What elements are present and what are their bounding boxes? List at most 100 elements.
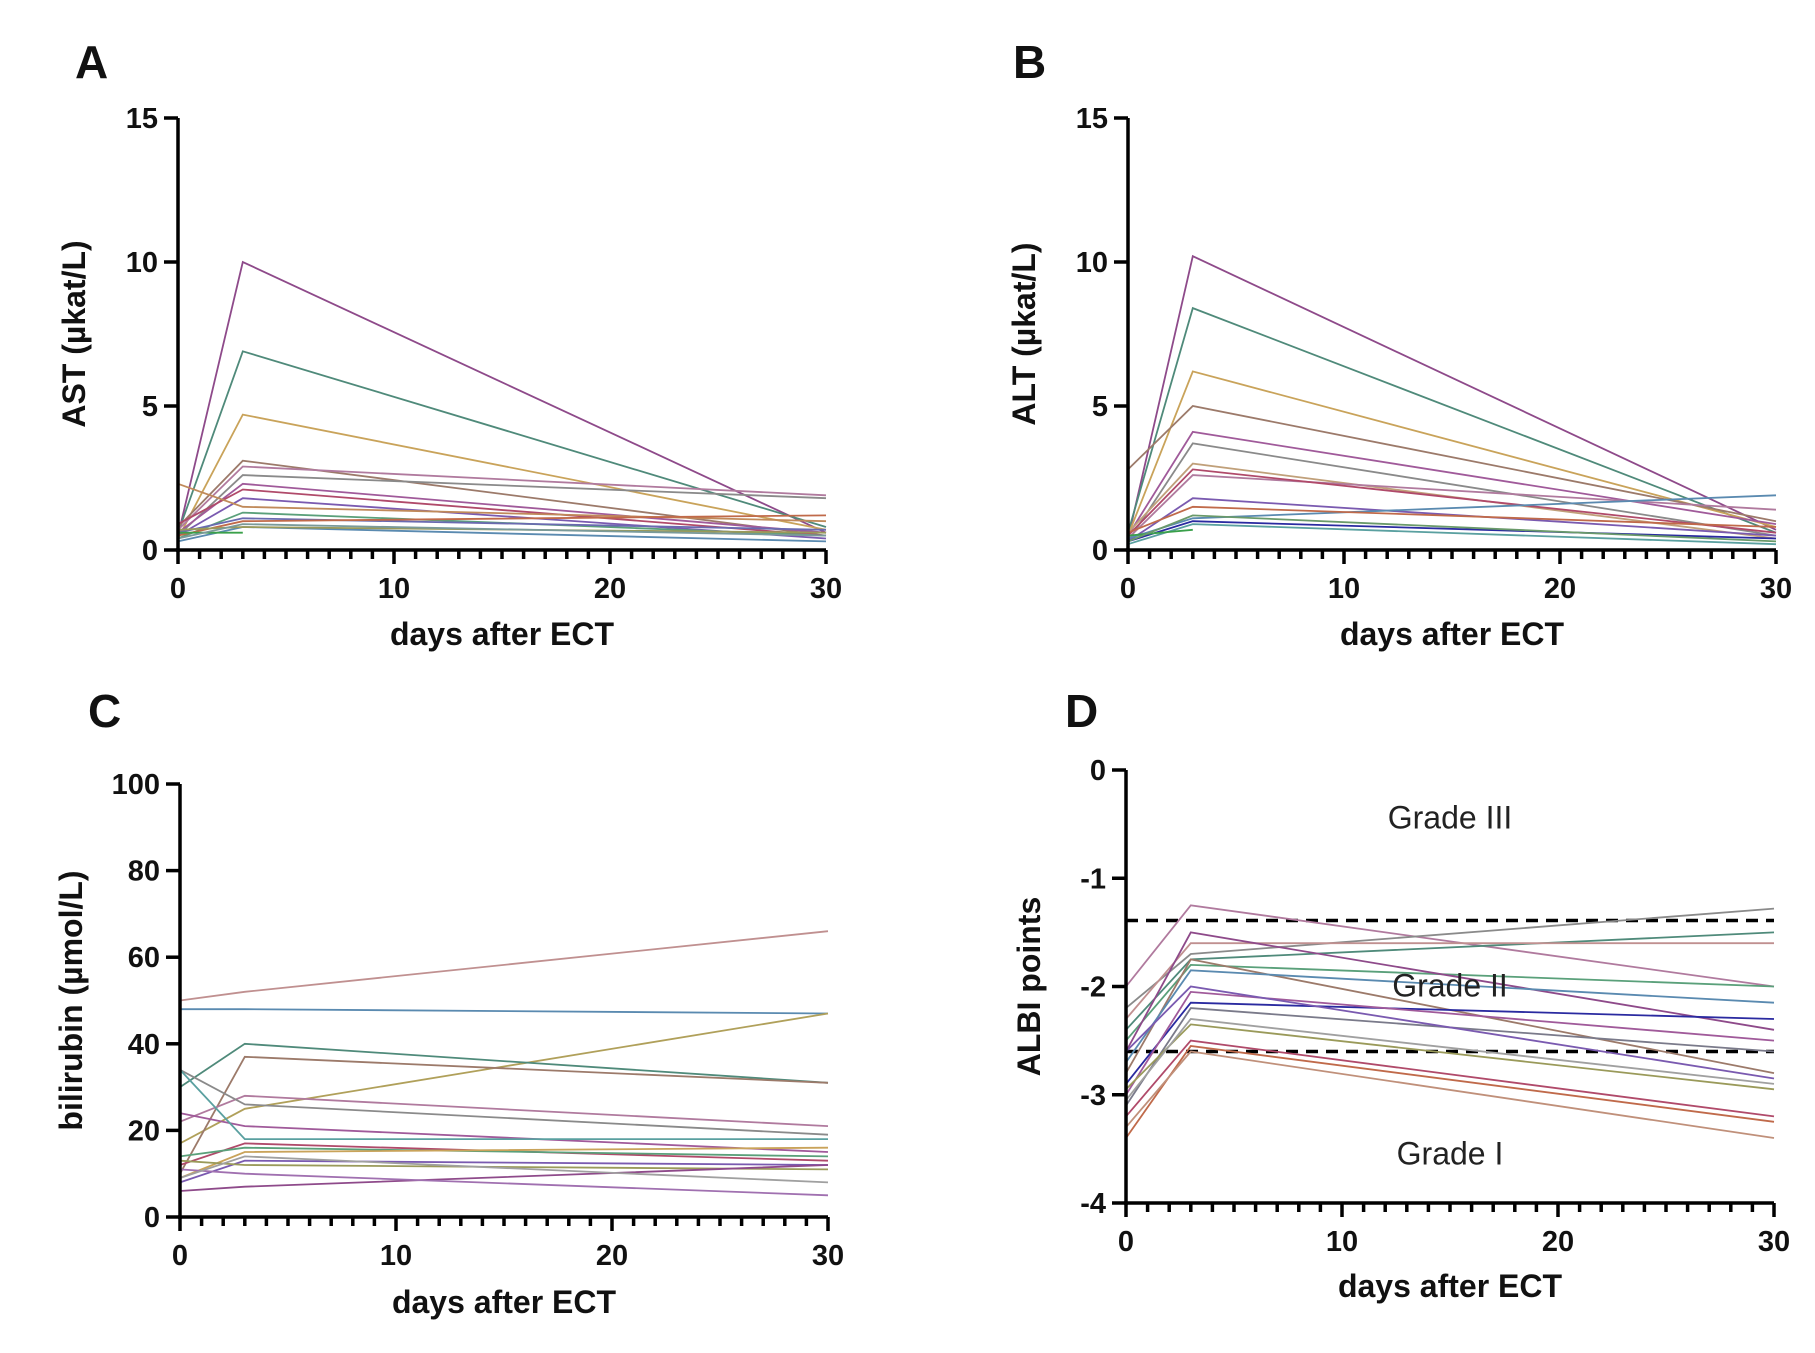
- series-line-14: [1125, 1050, 1775, 1139]
- series-line-2: [180, 1008, 829, 1015]
- series-line-12: [179, 1146, 829, 1179]
- series-line-16: [1127, 514, 1777, 543]
- series-line-10: [179, 1142, 829, 1166]
- y-tick-label: 0: [144, 1202, 160, 1234]
- series-line-7: [1125, 958, 1775, 1074]
- series-line-10: [1125, 990, 1775, 1096]
- series-line-2: [1125, 907, 1775, 1009]
- series-line-13: [179, 1159, 829, 1184]
- series-line-14: [1127, 528, 1193, 537]
- x-tick-label: 20: [1542, 1226, 1574, 1258]
- series-line-8: [179, 1112, 829, 1153]
- y-tick-label: 5: [1092, 391, 1108, 423]
- y-tick-label: 10: [1076, 247, 1108, 279]
- y-axis-label: bilirubin (µmol/L): [53, 870, 89, 1130]
- y-tick-label: 10: [126, 247, 158, 279]
- x-axis-label: days after ECT: [390, 616, 615, 652]
- y-tick-label: 100: [112, 769, 160, 801]
- series-line-5: [179, 1055, 829, 1175]
- y-tick-label: 40: [128, 1029, 160, 1061]
- series-line-10: [1127, 497, 1777, 543]
- x-axis-label: days after ECT: [392, 1284, 617, 1320]
- series-line-3: [1127, 370, 1777, 536]
- x-tick-label: 10: [380, 1240, 412, 1272]
- series-line-1: [1127, 254, 1777, 539]
- panel-letter: D: [1065, 685, 1098, 737]
- x-tick-label: 30: [812, 1240, 844, 1272]
- series-line-6: [179, 1094, 829, 1127]
- series-line-9: [179, 1069, 828, 1140]
- x-tick-label: 0: [1120, 573, 1136, 605]
- y-tick-label: 15: [1076, 103, 1108, 135]
- x-tick-label: 10: [378, 573, 410, 605]
- series-line-15: [1127, 505, 1777, 534]
- x-tick-label: 20: [596, 1240, 628, 1272]
- series-line-4: [1125, 942, 1774, 1020]
- series-line-8: [1125, 969, 1775, 1063]
- x-tick-label: 0: [170, 573, 186, 605]
- series-line-3: [179, 1012, 829, 1145]
- series-line-1: [177, 260, 827, 536]
- y-tick-label: -1: [1080, 863, 1106, 895]
- series-line-16: [179, 1168, 829, 1197]
- series-line-17: [179, 1155, 829, 1184]
- series-line-10: [177, 482, 827, 523]
- series-line-13: [1125, 1045, 1775, 1139]
- y-tick-label: 0: [1090, 755, 1106, 787]
- series-line-8: [1127, 474, 1777, 540]
- series-line-17: [1125, 1018, 1775, 1101]
- panel-a: A 0 10 20 30 0 5 10 15 days after ECT AST (µkat/L): [56, 36, 842, 652]
- series-line-9: [1125, 1001, 1775, 1085]
- series-line-5: [1127, 430, 1777, 537]
- y-tick-label: 5: [142, 391, 158, 423]
- series-line-15: [177, 526, 827, 534]
- series-line-11: [179, 1146, 829, 1158]
- series-line-4: [1127, 405, 1777, 523]
- y-axis-label: ALT (µkat/L): [1006, 242, 1042, 425]
- series-line-12: [1125, 1039, 1775, 1118]
- x-tick-label: 20: [594, 573, 626, 605]
- panel-c: C 0 10 20 30 0 20 40 60 80 100 days after ECT biliru…: [53, 685, 844, 1320]
- series-line-15: [179, 1164, 829, 1192]
- y-tick-label: 80: [128, 856, 160, 888]
- y-tick-label: 60: [128, 942, 160, 974]
- x-tick-label: 30: [810, 573, 842, 605]
- y-tick-label: 0: [1092, 535, 1108, 567]
- series-line-2: [177, 350, 827, 534]
- panel-b: B 0 10 20 30 0 5 10 15 days after ECT ALT (µkat/L): [1006, 36, 1792, 652]
- series-line-15: [1125, 1023, 1775, 1091]
- series-line-6: [1125, 931, 1775, 1052]
- y-tick-label: -4: [1080, 1188, 1106, 1220]
- series-line-4: [179, 1042, 829, 1088]
- series-line-1: [179, 930, 829, 1002]
- series-line-8: [177, 488, 827, 537]
- grade-annotation: Grade III: [1388, 800, 1513, 836]
- x-tick-label: 10: [1326, 1226, 1358, 1258]
- series-line-2: [1127, 306, 1777, 534]
- x-tick-label: 20: [1544, 573, 1576, 605]
- y-axis-label: ALBI points: [1011, 897, 1047, 1077]
- y-tick-label: -3: [1080, 1080, 1106, 1112]
- series-line-4: [177, 459, 827, 537]
- series-line-17: [177, 523, 827, 540]
- y-tick-label: 0: [142, 535, 158, 567]
- x-tick-label: 10: [1328, 573, 1360, 605]
- y-tick-label: -2: [1080, 972, 1106, 1004]
- series-line-7: [179, 1069, 829, 1136]
- x-axis-label: days after ECT: [1338, 1268, 1563, 1304]
- x-axis-label: days after ECT: [1340, 616, 1565, 652]
- series-line-5: [1125, 963, 1775, 1042]
- y-axis-label: AST (µkat/L): [56, 240, 92, 427]
- series-line-16: [1125, 985, 1775, 1080]
- grade-annotation: Grade II: [1392, 968, 1508, 1004]
- x-tick-label: 30: [1758, 1226, 1790, 1258]
- series-line-7: [1127, 462, 1777, 540]
- series-line-9: [1127, 468, 1777, 537]
- panel-letter: B: [1013, 36, 1046, 88]
- series-line-13: [177, 514, 827, 537]
- x-tick-label: 0: [172, 1240, 188, 1272]
- series-line-12: [177, 517, 827, 534]
- panel-letter: A: [75, 36, 108, 88]
- series-line-13: [1127, 523, 1777, 546]
